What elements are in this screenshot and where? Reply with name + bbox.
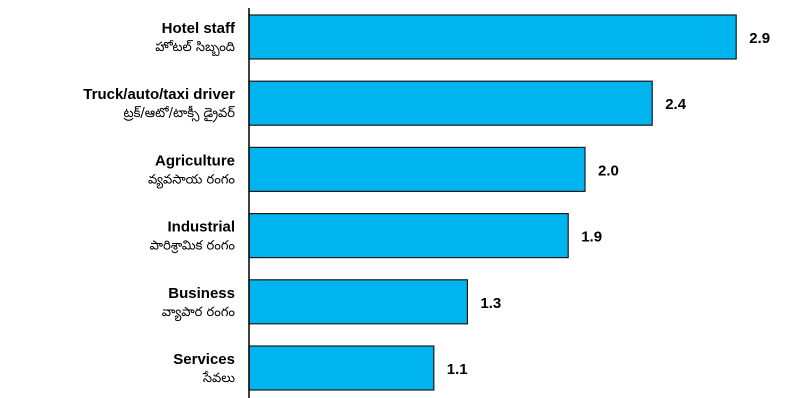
category-label-4: Business: [168, 285, 235, 302]
bar-2: [248, 146, 586, 192]
bar-4: [248, 279, 468, 325]
category-label-telugu-0: హోటల్ సిబ్బంది: [155, 39, 235, 57]
value-labels-layer: 2.9 2.4 2.0 1.9 1.3 1.1: [447, 30, 770, 378]
value-label-3: 1.9: [581, 229, 602, 246]
category-label-telugu-4: వ్యాపార రంగం: [162, 305, 236, 322]
category-label-telugu-5: సేవలు: [202, 371, 236, 386]
category-label-3: Industrial: [167, 219, 235, 236]
bars-layer: [248, 14, 737, 391]
value-label-0: 2.9: [749, 30, 770, 47]
category-label-1: Truck/auto/taxi driver: [83, 86, 235, 103]
bar-0: [248, 14, 737, 60]
value-label-4: 1.3: [480, 295, 501, 312]
value-label-2: 2.0: [598, 162, 619, 179]
bar-5: [248, 345, 435, 391]
category-label-telugu-3: పారిశ్రామిక రంగం: [150, 239, 236, 254]
category-label-telugu-2: వ్యవసాయ రంగం: [148, 172, 235, 189]
category-label-0: Hotel staff: [162, 20, 236, 37]
category-label-5: Services: [173, 351, 235, 368]
bar-3: [248, 213, 569, 259]
bar-1: [248, 80, 653, 126]
category-labels-layer: Hotel staff హోటల్ సిబ్బంది Truck/auto/taxi…: [83, 20, 236, 386]
category-label-telugu-1: ట్రక్/ఆటో/టాక్సీ డ్రైవర్: [124, 105, 236, 123]
value-label-5: 1.1: [447, 361, 468, 378]
value-label-1: 2.4: [665, 96, 687, 113]
category-label-2: Agriculture: [155, 152, 235, 169]
